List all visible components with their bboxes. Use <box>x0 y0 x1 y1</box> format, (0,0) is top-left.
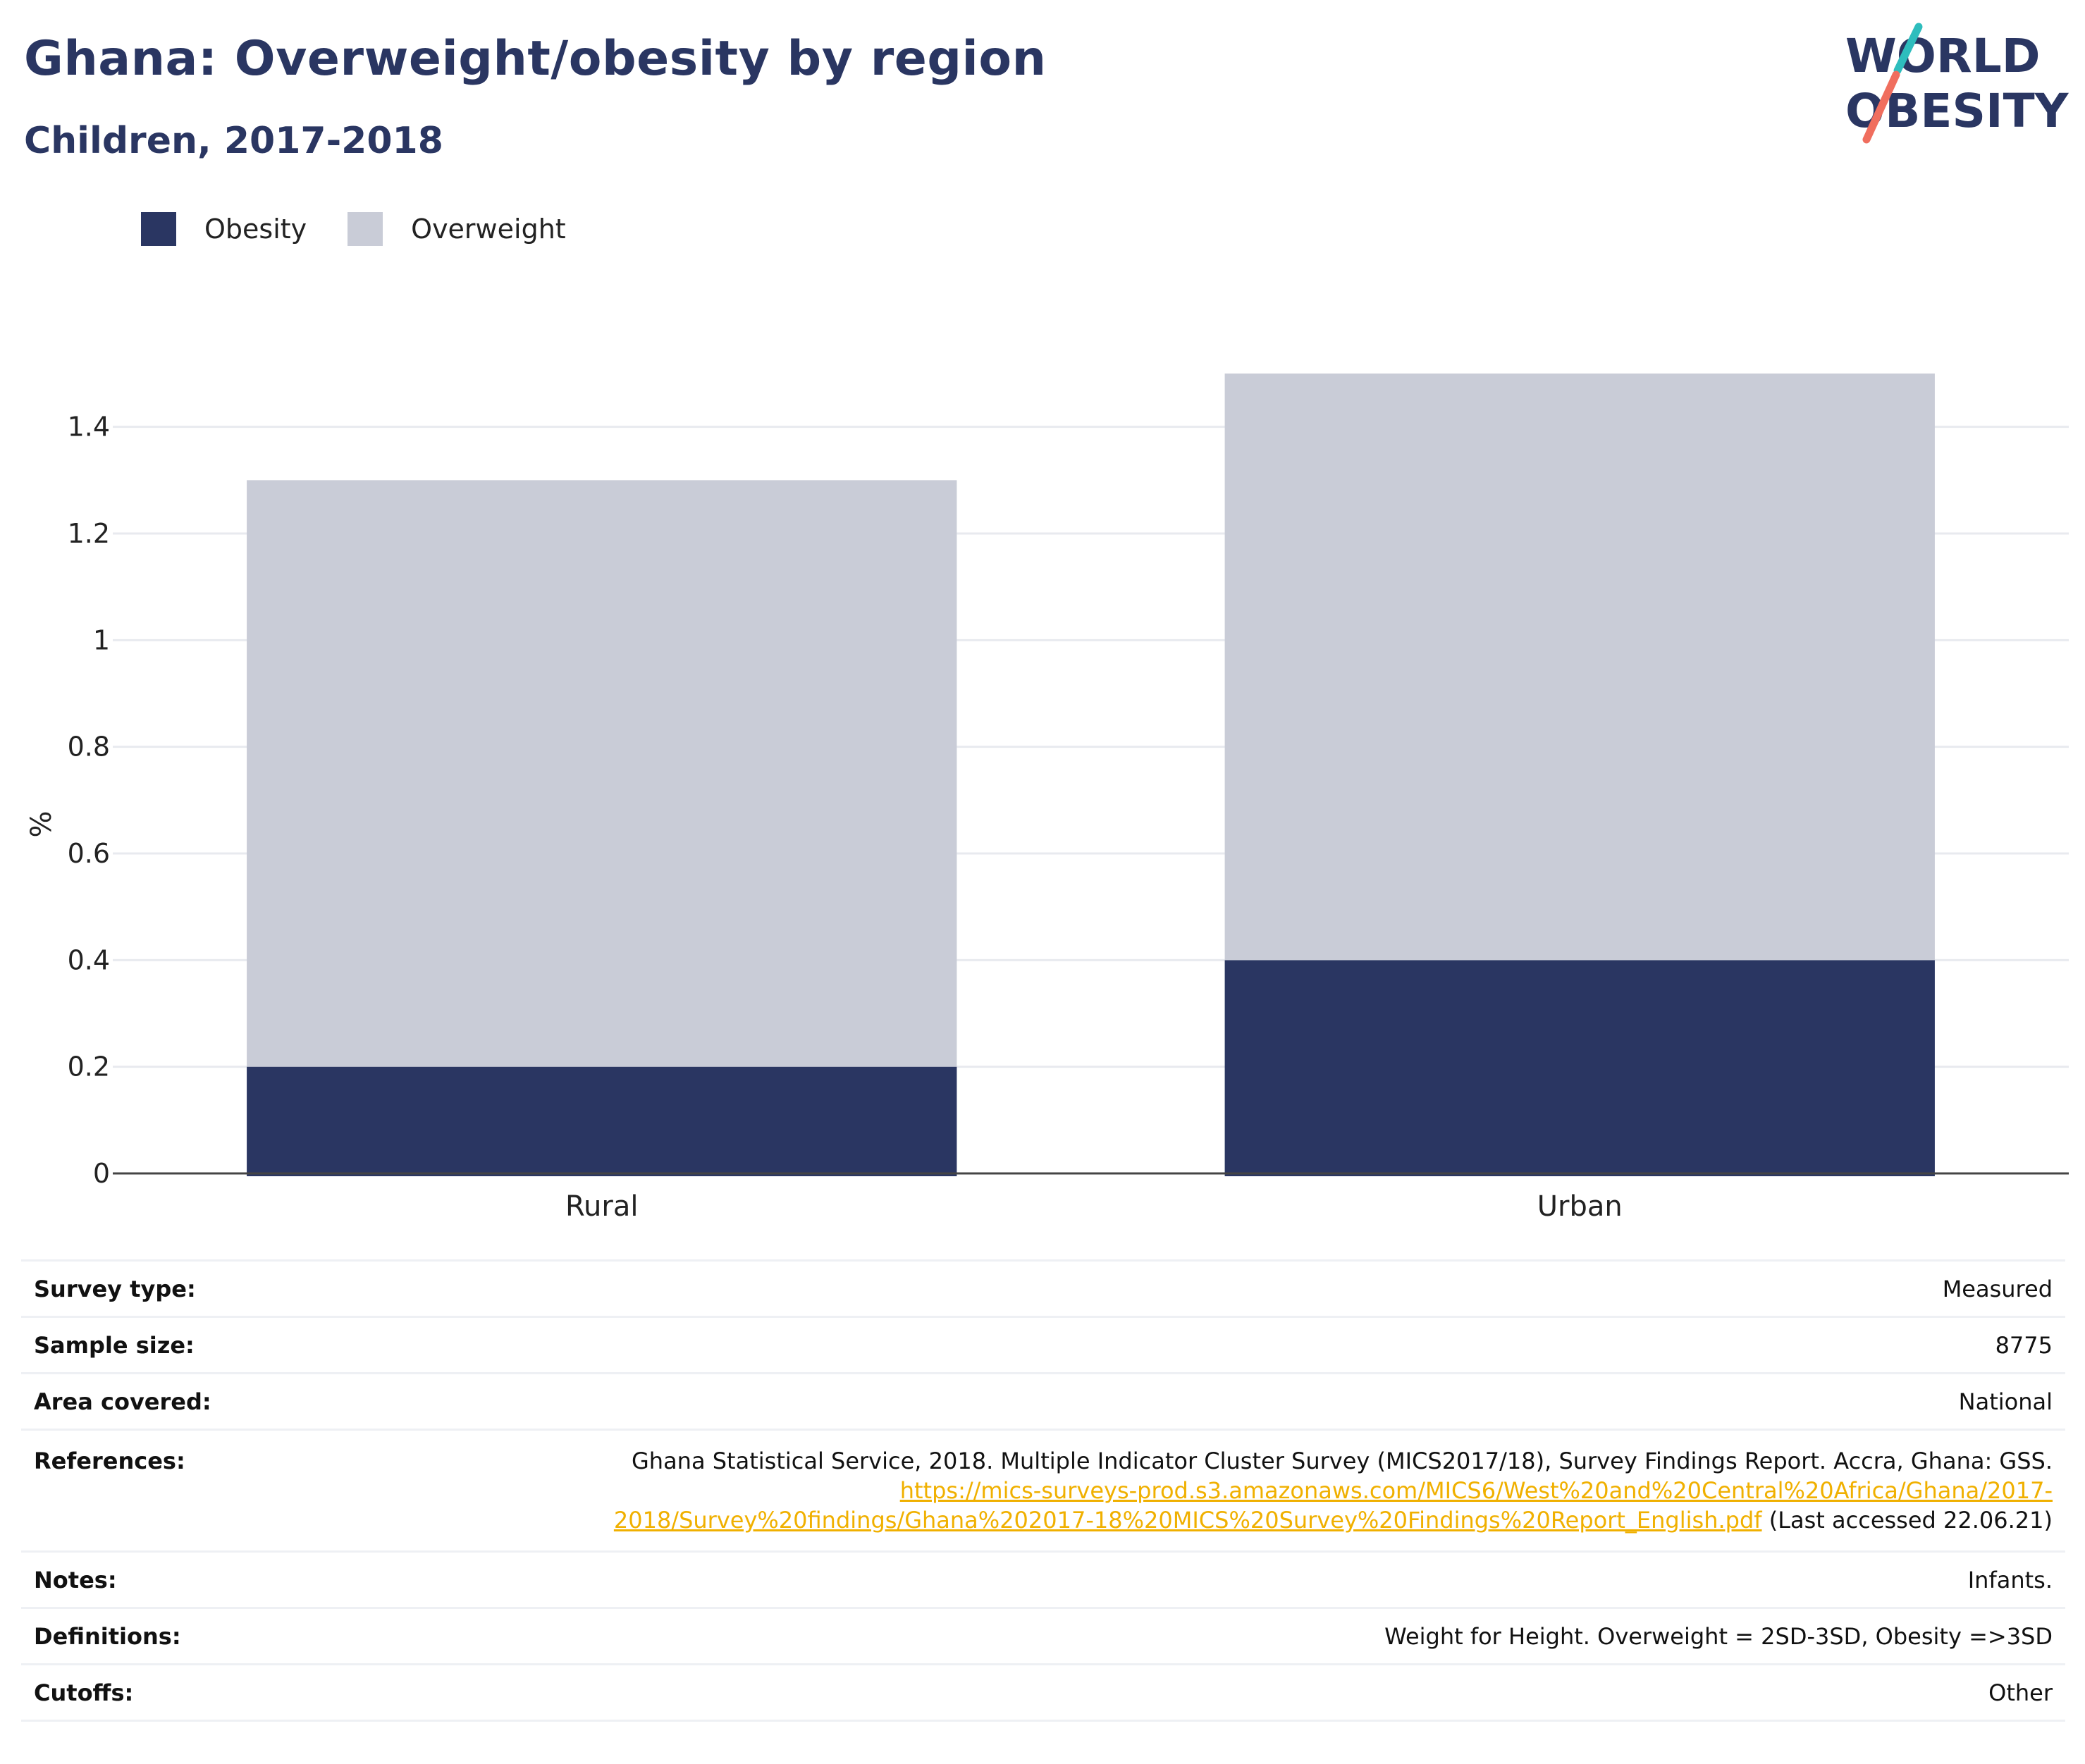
x-tick-label: Rural <box>565 1190 638 1223</box>
y-tick-label: 0.4 <box>68 944 110 975</box>
info-row-definitions: Definitions: Weight for Height. Overweig… <box>21 1608 2065 1665</box>
info-value: Other <box>258 1664 2065 1722</box>
legend-swatch-overweight <box>348 212 383 246</box>
bar-overweight-rural <box>247 480 957 1067</box>
y-tick-label: 1.4 <box>68 412 110 443</box>
y-tick-label: 0.6 <box>68 838 110 869</box>
y-tick-label: 0 <box>93 1158 110 1189</box>
legend-label-overweight: Overweight <box>411 214 566 245</box>
chart-legend: Obesity Overweight <box>141 211 607 247</box>
info-value: Measured <box>258 1259 2065 1318</box>
legend-label-obesity: Obesity <box>204 214 307 245</box>
y-tick-label: 1 <box>93 624 110 655</box>
survey-info-table: Survey type: Measured Sample size: 8775 … <box>21 1259 2065 1722</box>
info-row-survey-type: Survey type: Measured <box>21 1259 2065 1318</box>
logo-line-world: WORLD <box>1845 29 2041 83</box>
info-value: Weight for Height. Overweight = 2SD-3SD,… <box>258 1608 2065 1665</box>
info-value: National <box>258 1373 2065 1431</box>
info-row-references: References: Ghana Statistical Service, 2… <box>21 1429 2065 1553</box>
reference-accessed: (Last accessed 22.06.21) <box>1769 1507 2053 1534</box>
info-label: Definitions: <box>21 1608 258 1665</box>
y-axis-label: % <box>25 810 58 837</box>
info-label: Cutoffs: <box>21 1664 258 1722</box>
info-label: Area covered: <box>21 1373 258 1431</box>
x-tick-label: Urban <box>1537 1190 1623 1223</box>
info-row-area-covered: Area covered: National <box>21 1373 2065 1431</box>
legend-item-obesity[interactable]: Obesity <box>141 212 307 246</box>
reference-link-line1[interactable]: https://mics-surveys-prod.s3.amazonaws.c… <box>899 1477 2053 1504</box>
info-row-notes: Notes: Infants. <box>21 1551 2065 1609</box>
legend-swatch-obesity <box>141 212 176 246</box>
world-obesity-logo: WORLD OBESITY <box>1845 23 2069 144</box>
info-label: Notes: <box>21 1551 258 1609</box>
legend-item-overweight[interactable]: Overweight <box>348 212 566 246</box>
info-value-references: Ghana Statistical Service, 2018. Multipl… <box>258 1429 2065 1553</box>
page-subtitle: Children, 2017-2018 <box>24 120 443 162</box>
stacked-bar-chart: 0 0.2 0.4 0.6 0.8 1 1.2 1.4% Rural Urban <box>25 374 2069 1223</box>
info-label: References: <box>21 1429 258 1553</box>
y-tick-label: 0.2 <box>68 1051 110 1083</box>
reference-link-line2[interactable]: 2018/Survey%20findings/Ghana%202017-18%2… <box>613 1507 1762 1534</box>
info-row-sample-size: Sample size: 8775 <box>21 1316 2065 1374</box>
y-tick-label: 1.2 <box>68 518 110 549</box>
bar-overweight-urban <box>1224 374 1935 961</box>
y-tick-label: 0.8 <box>68 732 110 763</box>
info-value: Infants. <box>258 1551 2065 1609</box>
info-label: Survey type: <box>21 1259 258 1318</box>
info-row-cutoffs: Cutoffs: Other <box>21 1664 2065 1722</box>
logo-slash-teal <box>1893 23 1923 75</box>
info-label: Sample size: <box>21 1316 258 1374</box>
page-title: Ghana: Overweight/obesity by region <box>24 31 1047 87</box>
info-value: 8775 <box>258 1316 2065 1374</box>
bar-obesity-urban <box>1224 960 1935 1176</box>
reference-text: Ghana Statistical Service, 2018. Multipl… <box>631 1448 2053 1474</box>
logo-slash-coral <box>1862 70 1900 144</box>
bar-obesity-rural <box>247 1066 957 1176</box>
